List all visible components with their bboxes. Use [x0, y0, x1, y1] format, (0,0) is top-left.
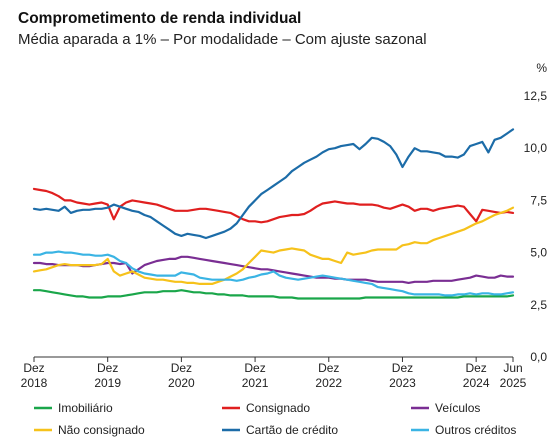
x-tick-year: 2025: [500, 376, 527, 390]
x-tick-year: 2020: [168, 376, 195, 390]
legend-label: Imobiliário: [58, 401, 113, 415]
chart-subtitle: Média aparada a 1% – Por modalidade – Co…: [18, 31, 427, 48]
series-line: [32, 128, 515, 240]
y-tick-label: 2,5: [530, 298, 547, 312]
x-tick-month: Jun: [503, 361, 522, 375]
x-tick-year: 2021: [242, 376, 269, 390]
x-tick-month: Dez: [171, 361, 192, 375]
series-line: [32, 255, 515, 284]
legend-label: Não consignado: [58, 423, 145, 437]
y-tick-label: 10,0: [524, 141, 548, 155]
x-tick-month: Dez: [465, 361, 486, 375]
series-line: [32, 289, 515, 300]
x-tick-year: 2019: [94, 376, 121, 390]
series-line: [32, 250, 515, 297]
series-line: [32, 187, 515, 224]
chart-title: Comprometimento de renda individual: [18, 10, 302, 27]
legend-label: Cartão de crédito: [246, 423, 338, 437]
x-tick-month: Dez: [244, 361, 265, 375]
legend-label: Outros créditos: [435, 423, 516, 437]
y-tick-label: 7,5: [530, 193, 547, 207]
y-tick-label: 5,0: [530, 246, 547, 260]
y-axis-unit: %: [536, 61, 547, 75]
x-tick-year: 2022: [315, 376, 342, 390]
y-tick-label: 12,5: [524, 89, 548, 103]
x-tick-year: 2023: [389, 376, 416, 390]
legend-label: Consignado: [246, 401, 310, 415]
x-tick-year: 2024: [463, 376, 490, 390]
x-tick-month: Dez: [318, 361, 339, 375]
series-line: [32, 206, 515, 285]
x-tick-month: Dez: [97, 361, 118, 375]
x-tick-month: Dez: [392, 361, 413, 375]
y-tick-label: 0,0: [530, 350, 547, 364]
x-tick-year: 2018: [21, 376, 48, 390]
legend-label: Veículos: [435, 401, 480, 415]
x-tick-month: Dez: [23, 361, 44, 375]
